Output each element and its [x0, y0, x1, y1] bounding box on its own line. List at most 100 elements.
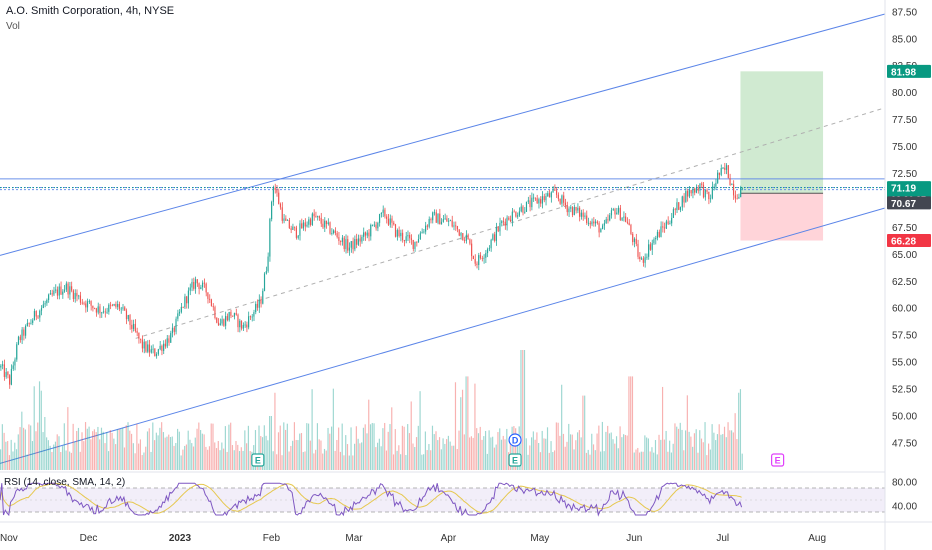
candle-body	[501, 221, 503, 223]
candle-body	[301, 223, 303, 229]
candle-body	[214, 307, 216, 319]
volume-bar	[79, 451, 81, 470]
volume-bar	[479, 426, 481, 470]
volume-bar	[727, 422, 729, 470]
volume-bar	[621, 437, 623, 470]
candle-body	[591, 221, 593, 225]
volume-bar	[60, 452, 62, 470]
volume-bar	[490, 437, 492, 470]
candle-body	[520, 206, 522, 212]
candle-body	[33, 311, 35, 321]
event-letter: E	[775, 456, 781, 466]
price-tick-label: 47.50	[892, 438, 917, 449]
volume-bar	[587, 449, 589, 470]
candle-body	[24, 325, 27, 336]
candle-body	[725, 165, 728, 170]
volume-bar	[458, 430, 460, 470]
volume-bar	[633, 452, 635, 470]
volume-bar	[318, 439, 320, 470]
volume-bar	[415, 437, 418, 470]
candle-body	[686, 191, 689, 197]
volume-bar	[623, 434, 625, 470]
time-tick-label: Jun	[626, 533, 642, 544]
candle-body	[706, 189, 708, 192]
candle-body	[389, 218, 391, 225]
volume-bar	[295, 439, 297, 470]
volume-bar	[661, 386, 664, 470]
candle-body	[16, 344, 18, 360]
candle-body	[308, 219, 310, 225]
candle-body	[292, 226, 294, 230]
volume-bar	[86, 428, 88, 470]
candle-body	[602, 225, 604, 230]
candle-body	[124, 307, 126, 311]
volume-bar	[325, 450, 327, 470]
candle-body	[58, 286, 60, 296]
candle-body	[272, 187, 274, 202]
volume-bar	[51, 451, 53, 470]
volume-bar	[548, 452, 550, 470]
candle-body	[127, 315, 129, 320]
volume-bar	[695, 429, 697, 470]
volume-bar	[568, 423, 570, 470]
volume-bar	[371, 422, 373, 470]
candle-body	[315, 216, 317, 218]
candle-body	[28, 322, 30, 324]
candle-body	[442, 219, 444, 222]
volume-bar	[377, 442, 379, 470]
candle-body	[170, 333, 172, 343]
volume-bar	[113, 438, 115, 470]
candle-body	[331, 232, 333, 234]
volume-bar	[676, 426, 678, 470]
volume-bar	[168, 434, 170, 470]
candle-body	[472, 255, 474, 260]
volume-bar	[74, 441, 76, 470]
dividend-icon	[508, 433, 522, 447]
candle-body	[271, 201, 273, 220]
candle-body	[102, 311, 105, 313]
candle-body	[207, 292, 209, 299]
candle-body	[325, 220, 328, 225]
candle-body	[435, 212, 437, 223]
volume-bar	[635, 449, 637, 470]
volume-bar	[184, 445, 186, 470]
volume-bar	[362, 427, 365, 470]
time-tick-label: 2023	[169, 533, 192, 544]
candle-body	[724, 167, 726, 170]
candle-body	[405, 236, 407, 242]
volume-bar	[697, 452, 699, 470]
volume-bar	[228, 424, 230, 470]
candle-body	[7, 371, 9, 376]
volume-bar	[734, 413, 736, 470]
candle-body	[196, 279, 198, 284]
volume-bar	[431, 425, 434, 470]
volume-bar	[203, 434, 205, 470]
earnings-icon	[251, 453, 265, 467]
candle-body	[672, 209, 674, 218]
candle-body	[85, 303, 87, 308]
candle-body	[255, 303, 257, 313]
candle-body	[596, 221, 598, 224]
volume-bar	[293, 422, 295, 470]
volume-bar	[3, 432, 5, 470]
volume-bar	[497, 432, 499, 470]
stop-price-tag	[887, 234, 931, 248]
candle-body	[709, 198, 712, 200]
volume-bar	[483, 436, 485, 470]
candle-body	[547, 193, 549, 197]
volume-bar	[175, 442, 177, 470]
volume-bar	[502, 435, 504, 470]
volume-bar	[577, 432, 579, 470]
candle-body	[67, 283, 69, 295]
volume-bar	[21, 411, 23, 470]
candle-body	[86, 301, 89, 308]
channel-lower-line	[0, 207, 886, 464]
volume-label: Vol	[6, 21, 20, 32]
volume-bar	[249, 450, 251, 470]
candle-body	[575, 206, 577, 211]
volume-bar	[453, 445, 455, 470]
candle-body	[249, 316, 251, 318]
volume-bar	[242, 450, 244, 470]
volume-bar	[451, 445, 453, 470]
